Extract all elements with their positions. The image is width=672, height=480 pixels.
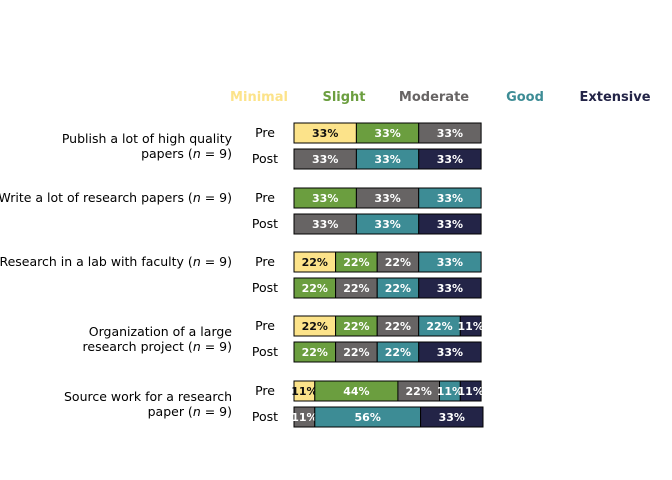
data-label-slight: 33% bbox=[374, 127, 400, 140]
legend-item-minimal: Minimal bbox=[230, 90, 288, 105]
data-label-moderate: 22% bbox=[406, 385, 432, 398]
data-label-moderate: 33% bbox=[437, 127, 463, 140]
time-label-post: Post bbox=[252, 409, 278, 424]
legend-item-good: Good bbox=[506, 90, 544, 105]
item-label-0-line-1: papers (n = 9) bbox=[141, 146, 232, 161]
bar-segment-extensive bbox=[420, 406, 484, 428]
bar-segment-good bbox=[418, 251, 482, 273]
time-label-pre: Pre bbox=[255, 383, 275, 398]
data-label-slight: 22% bbox=[302, 282, 328, 295]
data-label-extensive: 33% bbox=[437, 346, 463, 359]
time-label-post: Post bbox=[252, 344, 278, 359]
data-label-extensive: 33% bbox=[437, 153, 463, 166]
legend-item-slight: Slight bbox=[322, 90, 365, 105]
data-label-moderate: 22% bbox=[385, 256, 411, 269]
data-label-good: 22% bbox=[426, 320, 452, 333]
data-label-minimal: 22% bbox=[302, 320, 328, 333]
time-label-post: Post bbox=[252, 280, 278, 295]
data-label-moderate: 33% bbox=[312, 218, 338, 231]
data-label-good: 33% bbox=[437, 256, 463, 269]
data-label-minimal: 22% bbox=[302, 256, 328, 269]
data-label-moderate: 22% bbox=[385, 320, 411, 333]
data-label-slight: 22% bbox=[302, 346, 328, 359]
data-label-minimal: 11% bbox=[291, 385, 317, 398]
item-label-1-line-0: Write a lot of research papers (n = 9) bbox=[0, 190, 232, 205]
item-label-0-line-0: Publish a lot of high quality bbox=[62, 131, 233, 146]
item-label-3-line-1: research project (n = 9) bbox=[83, 339, 232, 354]
bar-segment-extensive bbox=[418, 341, 482, 363]
bar-segment-extensive bbox=[418, 148, 482, 170]
data-label-slight: 33% bbox=[312, 192, 338, 205]
time-label-pre: Pre bbox=[255, 254, 275, 269]
data-label-extensive: 33% bbox=[439, 411, 465, 424]
data-label-moderate: 11% bbox=[291, 411, 317, 424]
data-label-good: 56% bbox=[355, 411, 381, 424]
data-label-good: 22% bbox=[385, 282, 411, 295]
data-label-good: 33% bbox=[374, 218, 400, 231]
item-label-4-line-1: paper (n = 9) bbox=[148, 404, 232, 419]
data-label-moderate: 33% bbox=[374, 192, 400, 205]
data-label-slight: 44% bbox=[343, 385, 369, 398]
bar-segment-extensive bbox=[418, 213, 482, 235]
bar-segment-extensive bbox=[418, 277, 482, 299]
data-label-moderate: 33% bbox=[312, 153, 338, 166]
item-label-4-line-0: Source work for a research bbox=[64, 389, 232, 404]
legend-item-moderate: Moderate bbox=[399, 90, 469, 105]
chart-bars: 33% 33% 33% 33% 33% 33% 33% 33% 33% 33% 33% 33% 22% 2… bbox=[291, 122, 484, 428]
data-label-slight: 22% bbox=[343, 256, 369, 269]
data-label-moderate: 22% bbox=[343, 346, 369, 359]
data-label-good: 22% bbox=[385, 346, 411, 359]
data-label-slight: 22% bbox=[343, 320, 369, 333]
bar-segment-good bbox=[418, 187, 482, 209]
data-label-extensive: 11% bbox=[458, 320, 484, 333]
bar-segment-moderate bbox=[418, 122, 482, 144]
legend-item-extensive: Extensive bbox=[579, 90, 650, 105]
data-label-extensive: 33% bbox=[437, 218, 463, 231]
time-label-pre: Pre bbox=[255, 318, 275, 333]
bar-segment-extensive bbox=[459, 315, 482, 337]
time-label-post: Post bbox=[252, 216, 278, 231]
time-label-pre: Pre bbox=[255, 190, 275, 205]
data-label-moderate: 22% bbox=[343, 282, 369, 295]
item-label-2-line-0: Research in a lab with faculty (n = 9) bbox=[0, 254, 232, 269]
chart-legend: Minimal Slight Moderate Good Extensive bbox=[230, 90, 651, 105]
data-label-extensive: 11% bbox=[458, 385, 484, 398]
time-label-pre: Pre bbox=[255, 125, 275, 140]
data-label-minimal: 33% bbox=[312, 127, 338, 140]
data-label-good: 33% bbox=[374, 153, 400, 166]
data-label-good: 33% bbox=[437, 192, 463, 205]
bar-segment-extensive bbox=[459, 380, 482, 402]
time-label-post: Post bbox=[252, 151, 278, 166]
data-label-good: 11% bbox=[437, 385, 463, 398]
item-label-3-line-0: Organization of a large bbox=[89, 324, 233, 339]
data-label-extensive: 33% bbox=[437, 282, 463, 295]
